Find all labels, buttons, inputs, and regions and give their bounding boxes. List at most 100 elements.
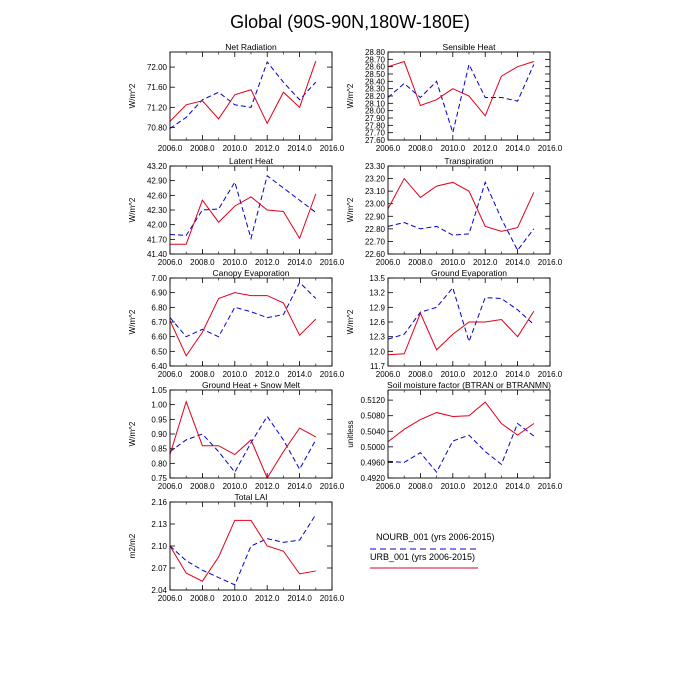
y-tick-label: 2.10 <box>151 542 167 551</box>
x-tick-label: 2010.0 <box>223 482 248 491</box>
x-tick-label: 2006.0 <box>376 144 401 153</box>
x-tick-label: 2006.0 <box>158 258 183 267</box>
y-tick-label: 2.13 <box>151 520 167 529</box>
plot-frame <box>169 389 333 479</box>
y-tick-label: 27.60 <box>365 136 386 145</box>
y-tick-label: 7.00 <box>151 274 167 283</box>
series-line-urb <box>387 60 534 117</box>
y-tick-label: 0.95 <box>151 415 167 424</box>
plot-frame <box>387 389 551 479</box>
series-line-nourb <box>387 180 535 252</box>
y-tick-label: 0.80 <box>151 459 167 468</box>
y-tick-label: 13.2 <box>369 289 385 298</box>
x-tick-label: 2016.0 <box>538 482 563 491</box>
chart-panel-8: Soil moisture factor (BTRAN or BTRANMN) u… <box>346 380 563 491</box>
y-tick-label: 0.90 <box>151 430 167 439</box>
x-tick-label: 2014.0 <box>287 258 312 267</box>
y-tick-label: 28.70 <box>365 55 386 64</box>
chart-panel-5: Canopy Evaporation W/m^2 2006.0 2008.0 2010.… <box>128 268 345 379</box>
panel-title: Canopy Evaporation <box>212 268 289 278</box>
chart-panel-7: Ground Heat + Snow Melt W/m^2 2006.0 2008.0… <box>128 380 345 491</box>
x-tick-label: 2016.0 <box>538 370 563 379</box>
y-tick-label: 0.5080 <box>361 412 386 421</box>
plot-frame <box>387 165 551 255</box>
y-tick-label: 28.30 <box>365 85 386 94</box>
x-tick-label: 2014.0 <box>505 144 530 153</box>
plot-frame <box>387 277 551 367</box>
x-tick-label: 2014.0 <box>505 482 530 491</box>
y-tick-label: 2.07 <box>151 564 167 573</box>
x-tick-label: 2012.0 <box>255 482 280 491</box>
y-tick-label: 23.00 <box>365 200 386 209</box>
x-tick-label: 2008.0 <box>190 144 215 153</box>
series-line-urb <box>169 400 317 480</box>
plot-frame <box>169 165 333 255</box>
series-line-nourb <box>169 174 317 241</box>
y-axis-label: W/m^2 <box>128 309 137 334</box>
x-tick-label: 2008.0 <box>408 482 433 491</box>
x-tick-label: 2010.0 <box>223 370 248 379</box>
x-tick-label: 2014.0 <box>505 258 530 267</box>
x-tick-label: 2010.0 <box>223 258 248 267</box>
y-tick-label: 12.3 <box>369 333 385 342</box>
y-tick-label: 71.20 <box>147 103 168 112</box>
y-axis-label: unitless <box>346 420 355 447</box>
y-tick-label: 1.00 <box>151 401 167 410</box>
chart-panel-6: Ground Evaporation W/m^2 2006.0 2008.0 2010.… <box>346 268 563 379</box>
panels: Net Radiation W/m^2 2006.0 2008.0 2010.0 2012… <box>128 42 563 603</box>
x-tick-label: 2008.0 <box>190 370 215 379</box>
y-tick-label: 23.10 <box>365 187 386 196</box>
x-tick-label: 2010.0 <box>441 258 466 267</box>
series-line-urb <box>169 519 316 582</box>
x-tick-label: 2016.0 <box>320 144 345 153</box>
y-tick-label: 13.5 <box>369 274 385 283</box>
series-line-nourb <box>169 514 317 586</box>
x-tick-label: 2012.0 <box>255 370 280 379</box>
y-axis-label: W/m^2 <box>128 421 137 446</box>
x-tick-label: 2012.0 <box>473 258 498 267</box>
y-tick-label: 11.7 <box>370 362 386 371</box>
chart-panel-1: Net Radiation W/m^2 2006.0 2008.0 2010.0 2012… <box>128 42 345 153</box>
x-tick-label: 2014.0 <box>287 594 312 603</box>
x-tick-label: 2016.0 <box>320 482 345 491</box>
y-tick-label: 6.80 <box>151 303 167 312</box>
x-tick-label: 2006.0 <box>158 370 183 379</box>
x-tick-label: 2016.0 <box>320 594 345 603</box>
legend-label-nourb: NOURB_001 (yrs 2006-2015) <box>376 532 495 542</box>
y-tick-label: 28.80 <box>365 48 386 57</box>
x-tick-label: 2008.0 <box>190 594 215 603</box>
y-tick-label: 2.04 <box>151 586 167 595</box>
x-tick-label: 2014.0 <box>287 144 312 153</box>
panel-title: Total LAI <box>234 492 267 502</box>
y-tick-label: 6.70 <box>151 318 167 327</box>
series-line-nourb <box>169 415 317 474</box>
x-tick-label: 2008.0 <box>408 144 433 153</box>
x-tick-label: 2012.0 <box>473 482 498 491</box>
legend: NOURB_001 (yrs 2006-2015) URB_001 (yrs 2… <box>370 532 495 569</box>
panel-title: Ground Heat + Snow Melt <box>202 380 301 390</box>
x-tick-label: 2010.0 <box>441 482 466 491</box>
y-tick-label: 28.50 <box>365 70 386 79</box>
series-line-nourb <box>387 286 535 344</box>
x-tick-label: 2012.0 <box>255 144 280 153</box>
series-line-nourb <box>169 61 317 129</box>
x-tick-label: 2010.0 <box>441 144 466 153</box>
y-tick-label: 6.40 <box>151 362 167 371</box>
y-tick-label: 42.30 <box>147 206 168 215</box>
x-tick-label: 2008.0 <box>190 482 215 491</box>
x-tick-label: 2010.0 <box>223 594 248 603</box>
x-tick-label: 2016.0 <box>538 258 563 267</box>
y-tick-label: 0.75 <box>151 474 167 483</box>
y-tick-label: 6.90 <box>151 289 167 298</box>
y-tick-label: 22.70 <box>365 237 386 246</box>
y-tick-label: 0.5120 <box>361 396 386 405</box>
panel-title: Transpiration <box>444 156 494 166</box>
y-axis-label: W/m^2 <box>346 309 355 334</box>
x-tick-label: 2012.0 <box>255 594 280 603</box>
panel-title: Ground Evaporation <box>431 268 507 278</box>
y-tick-label: 27.80 <box>365 121 386 130</box>
series-line-urb <box>169 60 317 125</box>
y-tick-label: 43.20 <box>147 162 168 171</box>
y-tick-label: 27.90 <box>365 114 386 123</box>
y-tick-label: 28.60 <box>365 63 386 72</box>
